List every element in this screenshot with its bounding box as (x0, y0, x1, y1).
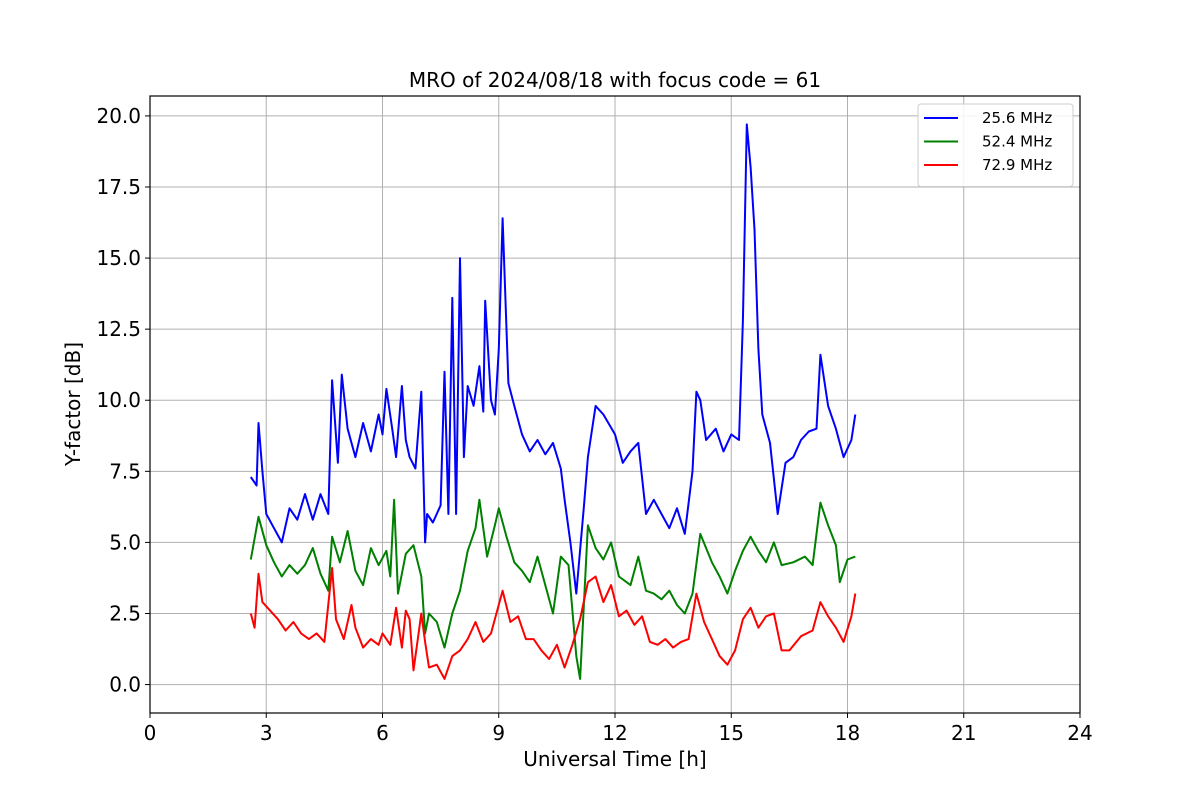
y-tick-label: 17.5 (96, 175, 141, 199)
series-line-25-6-mhz (249, 123, 857, 595)
y-tick-label: 2.5 (109, 601, 141, 625)
x-tick-label: 15 (719, 721, 744, 745)
x-tick-label: 21 (951, 721, 976, 745)
chart-title: MRO of 2024/08/18 with focus code = 61 (409, 68, 821, 92)
y-axis-label: Y-factor [dB] (61, 342, 85, 467)
x-tick-label: 0 (144, 721, 157, 745)
series-line-52-4-mhz (249, 498, 856, 680)
series-line-72-9-mhz (249, 567, 857, 680)
x-tick-label: 24 (1067, 721, 1092, 745)
y-tick-label: 15.0 (96, 246, 141, 270)
x-tick-label: 12 (602, 721, 627, 745)
y-tick-label: 5.0 (109, 530, 141, 554)
y-tick-label: 20.0 (96, 104, 141, 128)
y-tick-label: 12.5 (96, 317, 141, 341)
grid-lines (149, 96, 1081, 713)
x-tick-label: 18 (835, 721, 860, 745)
legend: 25.6 MHz 52.4 MHz 72.9 MHz (917, 103, 1074, 187)
legend-label: 52.4 MHz (982, 133, 1052, 151)
x-tick-label: 9 (492, 721, 505, 745)
x-axis-label: Universal Time [h] (523, 747, 706, 771)
y-tick-label: 10.0 (96, 388, 141, 412)
x-tick-label: 3 (260, 721, 273, 745)
legend-label: 72.9 MHz (982, 156, 1052, 174)
axis-ticks: 0 3 6 9 12 15 18 21 24 0.0 2.5 5.0 7.5 10.0 12.5 15.0 17… (96, 104, 1092, 745)
y-tick-label: 0.0 (109, 673, 141, 697)
x-tick-label: 6 (376, 721, 389, 745)
series-lines (249, 123, 857, 680)
legend-label: 25.6 MHz (982, 109, 1052, 127)
y-tick-label: 7.5 (109, 459, 141, 483)
